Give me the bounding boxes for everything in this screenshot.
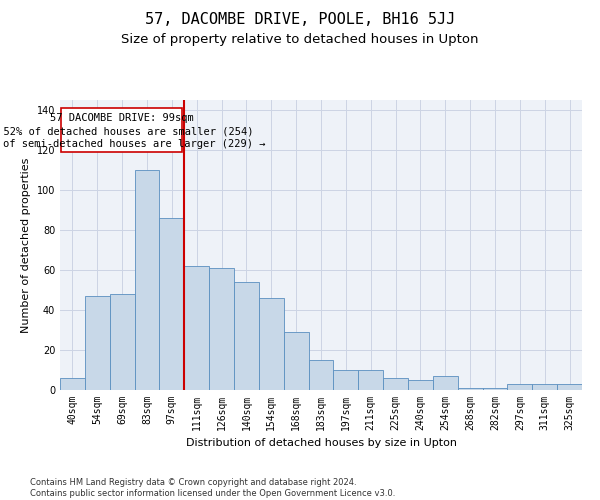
Bar — [85, 296, 110, 390]
Text: 47% of semi-detached houses are larger (229) →: 47% of semi-detached houses are larger (… — [0, 139, 266, 149]
Text: 57 DACOMBE DRIVE: 99sqm: 57 DACOMBE DRIVE: 99sqm — [50, 113, 194, 123]
Bar — [60, 378, 85, 390]
Bar — [433, 376, 458, 390]
Y-axis label: Number of detached properties: Number of detached properties — [21, 158, 31, 332]
Bar — [184, 266, 209, 390]
Bar — [458, 388, 482, 390]
Bar — [134, 170, 160, 390]
Bar — [308, 360, 334, 390]
Bar — [110, 294, 134, 390]
Bar — [358, 370, 383, 390]
Bar — [383, 378, 408, 390]
Bar — [508, 384, 532, 390]
Bar — [532, 384, 557, 390]
Bar — [482, 388, 508, 390]
Text: 57, DACOMBE DRIVE, POOLE, BH16 5JJ: 57, DACOMBE DRIVE, POOLE, BH16 5JJ — [145, 12, 455, 28]
X-axis label: Distribution of detached houses by size in Upton: Distribution of detached houses by size … — [185, 438, 457, 448]
Text: Size of property relative to detached houses in Upton: Size of property relative to detached ho… — [121, 32, 479, 46]
Bar — [209, 268, 234, 390]
Bar — [259, 298, 284, 390]
Bar — [408, 380, 433, 390]
Bar — [557, 384, 582, 390]
Text: Contains HM Land Registry data © Crown copyright and database right 2024.
Contai: Contains HM Land Registry data © Crown c… — [30, 478, 395, 498]
Text: ← 52% of detached houses are smaller (254): ← 52% of detached houses are smaller (25… — [0, 126, 253, 136]
Bar — [334, 370, 358, 390]
Bar — [234, 282, 259, 390]
Bar — [284, 332, 308, 390]
Bar — [160, 218, 184, 390]
FancyBboxPatch shape — [61, 108, 182, 152]
